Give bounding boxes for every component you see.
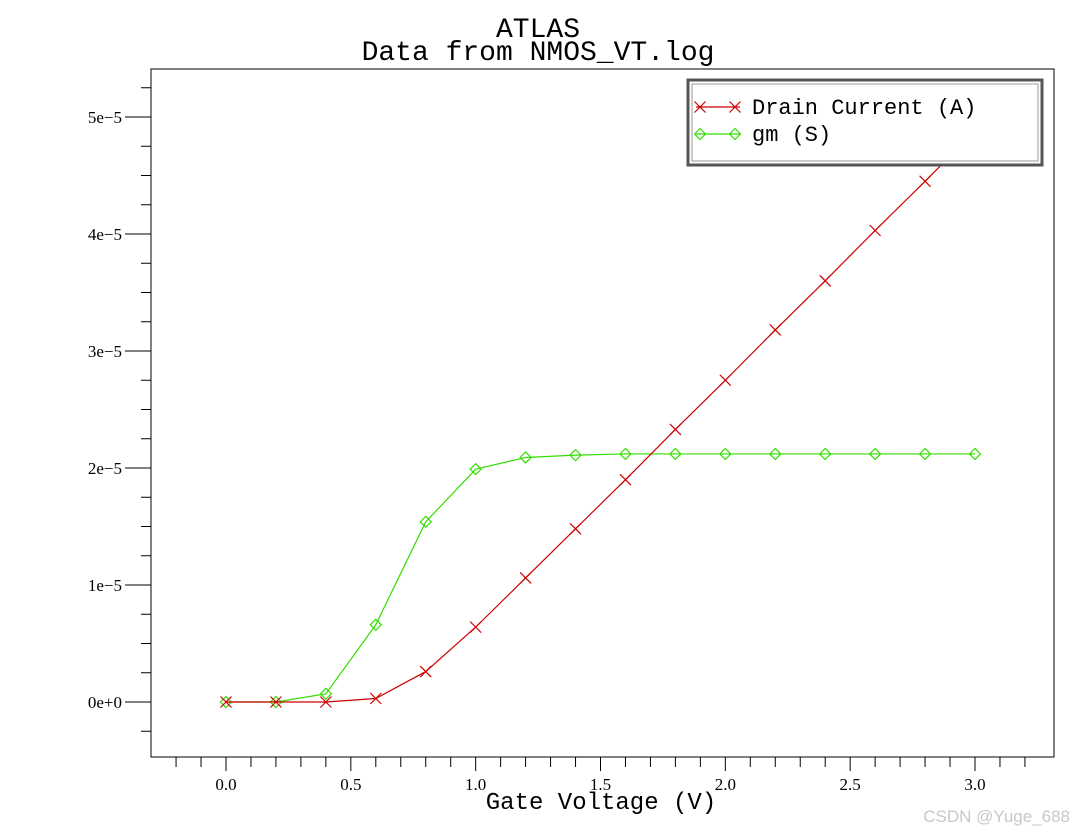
- x-marker: [669, 423, 682, 436]
- legend-item: gm (S): [693, 123, 831, 148]
- legend-frame-inner: [691, 83, 1039, 162]
- x-marker: [369, 692, 382, 705]
- diamond-marker: [818, 447, 832, 461]
- x-tick-label: 0.0: [215, 775, 236, 794]
- diamond-marker: [768, 447, 782, 461]
- diamond-marker: [868, 447, 882, 461]
- series-line: [226, 130, 976, 703]
- diamond-marker: [968, 447, 982, 461]
- x-tick-label: 1.0: [465, 775, 486, 794]
- legend-marker: [728, 127, 742, 141]
- x-tick-label: 1.5: [590, 775, 611, 794]
- series-gm: [219, 447, 982, 709]
- series-line: [226, 453, 975, 703]
- diamond-marker: [718, 447, 732, 461]
- y-tick-label: 5e−5: [88, 108, 122, 127]
- series-layer: [219, 125, 982, 709]
- x-marker: [319, 696, 332, 708]
- x-marker: [869, 224, 882, 237]
- legend: Drain Current (A)gm (S): [686, 78, 1044, 167]
- legend-marker: [694, 101, 706, 113]
- x-tick-label: 3.0: [964, 775, 985, 794]
- diamond-marker: [619, 447, 632, 461]
- diamond-marker: [319, 687, 333, 701]
- diamond-marker: [269, 695, 283, 709]
- y-axis-ticks: 0e+0 1e−5 2e−5 3e−5 4e−5 5e−5: [88, 87, 151, 732]
- y-tick-label: 4e−5: [88, 225, 122, 244]
- legend-label: gm (S): [752, 123, 831, 148]
- x-marker: [569, 522, 582, 535]
- legend-marker: [693, 127, 707, 141]
- diamond-marker: [419, 515, 433, 529]
- diamond-marker: [219, 695, 233, 709]
- x-marker: [519, 572, 532, 584]
- legend-item: Drain Current (A): [694, 96, 976, 121]
- y-tick-label: 0e+0: [88, 693, 122, 712]
- y-tick-label: 3e−5: [88, 342, 122, 361]
- legend-marker: [729, 101, 741, 113]
- x-marker: [270, 696, 282, 708]
- legend-frame-outer: [686, 78, 1044, 167]
- chart-title: ATLAS: [496, 15, 580, 46]
- x-marker: [469, 621, 482, 634]
- x-marker: [769, 324, 782, 336]
- x-axis-label: Gate Voltage (V): [486, 790, 716, 817]
- y-tick-label: 2e−5: [88, 459, 122, 478]
- diamond-marker: [918, 447, 932, 461]
- x-marker: [819, 274, 832, 287]
- diamond-marker: [669, 447, 682, 461]
- x-marker: [619, 473, 632, 486]
- diamond-marker: [469, 462, 483, 476]
- diamond-marker: [519, 451, 532, 464]
- x-tick-label: 0.5: [340, 775, 361, 794]
- x-tick-label: 2.5: [840, 775, 861, 794]
- x-marker: [719, 374, 732, 387]
- chart-subtitle: Data from NMOS_VT.log: [362, 38, 715, 69]
- diamond-marker: [369, 618, 383, 632]
- watermark: CSDN @Yuge_688: [923, 807, 1070, 826]
- x-tick-label: 2.0: [715, 775, 736, 794]
- y-tick-label: 1e−5: [88, 576, 122, 595]
- legend-label: Drain Current (A): [752, 96, 976, 121]
- x-marker: [419, 665, 432, 678]
- x-axis-ticks: 0.0 0.5 1.0 1.5 2.0 2.5 3.0: [175, 757, 1026, 794]
- plot-area: [150, 68, 1055, 758]
- x-marker: [919, 175, 931, 188]
- diamond-marker: [569, 448, 582, 462]
- x-marker: [220, 696, 232, 708]
